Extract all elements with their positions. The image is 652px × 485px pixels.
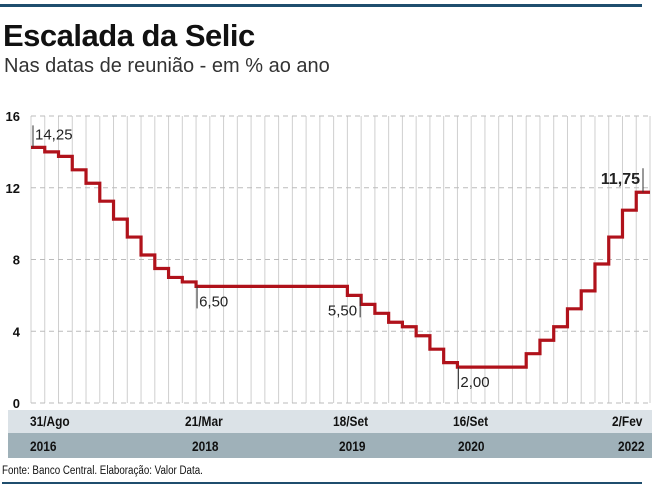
x-date-label: 2/Fev (612, 413, 643, 429)
x-date-label: 18/Set (333, 413, 369, 429)
y-tick-label: 12 (6, 181, 20, 196)
y-tick-label: 0 (13, 396, 20, 411)
selic-step-line (31, 145, 650, 369)
chart-title: Escalada da Selic (3, 18, 255, 53)
top-rule (0, 4, 642, 7)
source-note: Fonte: Banco Central. Elaboração: Valor … (2, 465, 203, 477)
annotation-label: 2,00 (460, 374, 489, 391)
x-year-label: 2019 (339, 438, 366, 454)
y-tick-label: 4 (13, 324, 21, 339)
x-date-label: 31/Ago (30, 413, 70, 429)
bottom-rule (2, 482, 642, 484)
x-year-label: 2022 (618, 438, 645, 454)
x-year-label: 2018 (192, 438, 219, 454)
x-date-label: 16/Set (453, 413, 489, 429)
x-date-label: 21/Mar (185, 413, 223, 429)
annotation-label: 6,50 (199, 293, 228, 310)
y-tick-label: 16 (6, 109, 20, 124)
y-tick-label: 8 (13, 253, 20, 268)
annotation-label: 5,50 (328, 302, 357, 319)
date-band (8, 410, 652, 433)
chart-subtitle: Nas datas de reunião - em % ao ano (4, 55, 330, 77)
year-band (8, 433, 652, 458)
annotation-label: 14,25 (35, 126, 73, 143)
x-year-label: 2020 (458, 438, 485, 454)
x-year-label: 2016 (30, 438, 57, 454)
annotation-label: 11,75 (601, 171, 640, 188)
